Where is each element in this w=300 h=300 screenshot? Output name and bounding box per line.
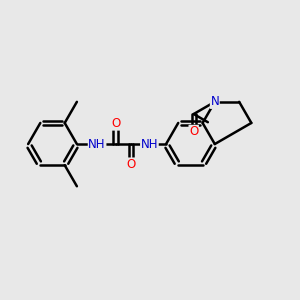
Text: O: O: [126, 158, 136, 171]
Text: NH: NH: [88, 138, 106, 151]
Text: NH: NH: [141, 138, 158, 151]
Text: O: O: [111, 117, 120, 130]
Text: O: O: [189, 125, 198, 138]
Text: N: N: [210, 95, 219, 108]
